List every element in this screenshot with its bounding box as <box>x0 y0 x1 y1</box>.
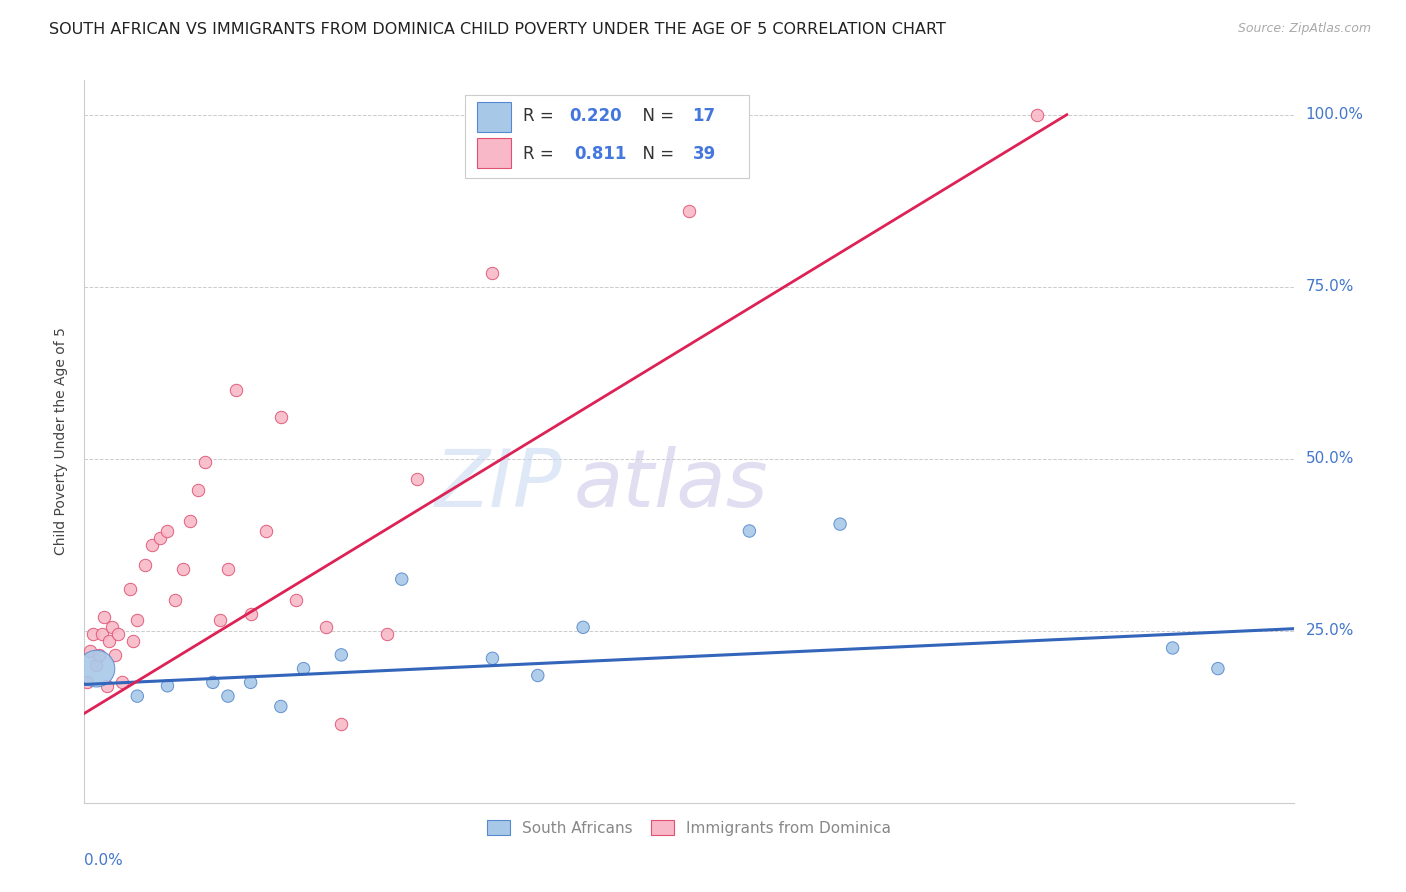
Point <box>481 266 503 280</box>
Point <box>89 648 111 662</box>
Point <box>156 524 179 538</box>
Text: 39: 39 <box>693 145 716 163</box>
Point <box>330 716 353 731</box>
Text: R =: R = <box>523 107 560 126</box>
Point <box>86 658 108 673</box>
Point <box>156 679 179 693</box>
Point <box>111 675 134 690</box>
Point <box>217 689 239 703</box>
Point <box>315 620 337 634</box>
Point <box>127 689 149 703</box>
Point <box>121 634 143 648</box>
FancyBboxPatch shape <box>465 95 749 178</box>
Point <box>165 592 187 607</box>
Point <box>91 627 114 641</box>
Text: 25.0%: 25.0% <box>1306 624 1354 639</box>
Point <box>127 614 149 628</box>
Point <box>149 531 172 545</box>
Text: 100.0%: 100.0% <box>1306 107 1364 122</box>
Text: ZIP: ZIP <box>434 446 562 524</box>
Point <box>678 204 700 219</box>
FancyBboxPatch shape <box>478 138 512 169</box>
Point <box>270 699 292 714</box>
Point <box>93 610 115 624</box>
Point <box>1025 108 1047 122</box>
Point <box>179 514 201 528</box>
Point <box>217 562 239 576</box>
Point <box>1206 662 1229 676</box>
Point <box>527 668 550 682</box>
Point <box>209 614 232 628</box>
Point <box>254 524 277 538</box>
Point <box>239 675 262 690</box>
Point <box>481 651 503 665</box>
Text: N =: N = <box>633 145 679 163</box>
FancyBboxPatch shape <box>478 102 512 132</box>
Point <box>134 558 156 573</box>
Point <box>391 572 413 586</box>
Point <box>141 538 163 552</box>
Point <box>270 410 292 425</box>
Point <box>194 455 217 469</box>
Point <box>107 627 129 641</box>
Point <box>285 592 308 607</box>
Point <box>172 562 194 576</box>
Point <box>572 620 595 634</box>
Point <box>82 627 104 641</box>
Text: R =: R = <box>523 145 565 163</box>
Text: atlas: atlas <box>574 446 769 524</box>
Text: 75.0%: 75.0% <box>1306 279 1354 294</box>
Point <box>187 483 209 497</box>
Point <box>100 620 122 634</box>
Text: 0.220: 0.220 <box>569 107 621 126</box>
Point <box>97 634 120 648</box>
Point <box>330 648 353 662</box>
Point <box>96 679 118 693</box>
Y-axis label: Child Poverty Under the Age of 5: Child Poverty Under the Age of 5 <box>55 327 69 556</box>
Text: Source: ZipAtlas.com: Source: ZipAtlas.com <box>1237 22 1371 36</box>
Point <box>118 582 141 597</box>
Point <box>375 627 398 641</box>
Point <box>104 648 127 662</box>
Text: 50.0%: 50.0% <box>1306 451 1354 467</box>
Text: N =: N = <box>633 107 679 126</box>
Text: 0.811: 0.811 <box>574 145 627 163</box>
Point <box>406 472 429 486</box>
Text: 17: 17 <box>693 107 716 126</box>
Point <box>79 644 101 658</box>
Point <box>1161 640 1184 655</box>
Point <box>86 662 108 676</box>
Point <box>76 675 98 690</box>
Point <box>225 383 247 397</box>
Text: 0.0%: 0.0% <box>84 854 124 869</box>
Point <box>292 662 315 676</box>
Legend: South Africans, Immigrants from Dominica: South Africans, Immigrants from Dominica <box>481 814 897 842</box>
Point <box>201 675 224 690</box>
Text: SOUTH AFRICAN VS IMMIGRANTS FROM DOMINICA CHILD POVERTY UNDER THE AGE OF 5 CORRE: SOUTH AFRICAN VS IMMIGRANTS FROM DOMINIC… <box>49 22 946 37</box>
Point <box>239 607 262 621</box>
Point <box>830 517 852 532</box>
Point <box>738 524 761 538</box>
